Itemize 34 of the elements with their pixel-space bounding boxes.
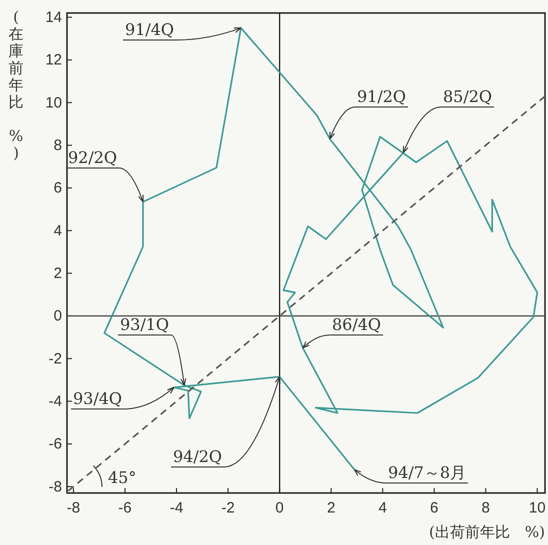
x-axis-title: (出荷前年比 %) (429, 523, 545, 541)
annotation: 92/2Q (68, 148, 118, 167)
annotation: 94/7～8月 (388, 463, 466, 482)
annotation: 85/2Q (443, 87, 492, 106)
y-tick-label: 0 (54, 308, 62, 325)
y-tick-label: 10 (45, 94, 62, 112)
annotation: 45° (108, 468, 136, 487)
annotation: 86/4Q (332, 315, 382, 334)
x-tick-label: 10 (528, 500, 546, 517)
y-tick-label: -8 (48, 478, 62, 496)
x-tick-label: -4 (170, 500, 184, 517)
annotation: 94/2Q (173, 447, 222, 466)
y-tick-label: -4 (48, 393, 62, 410)
y-axis-title: (在庫前年比 %) (8, 8, 24, 162)
x-tick-label: -2 (221, 500, 235, 517)
x-tick-label: 8 (482, 500, 490, 517)
x-tick-label: 2 (326, 500, 336, 517)
x-tick-label: 0 (275, 500, 284, 517)
y-tick-label: 14 (45, 9, 62, 26)
y-tick-label: 8 (54, 137, 62, 154)
y-tick-label: 12 (45, 52, 62, 69)
annotation: 93/4Q (73, 389, 122, 408)
annotation: 91/4Q (125, 20, 174, 39)
y-tick-label: -6 (48, 436, 62, 453)
annotation: 93/1Q (120, 315, 170, 334)
annotation: 91/2Q (357, 87, 406, 106)
y-tick-label: 2 (54, 265, 62, 282)
x-tick-label: -8 (66, 500, 80, 517)
y-tick-label: -2 (48, 350, 62, 368)
x-tick-label: 6 (430, 500, 438, 517)
x-tick-label: 4 (378, 500, 387, 517)
x-tick-label: -6 (118, 500, 132, 517)
y-tick-label: 6 (54, 180, 62, 197)
y-tick-label: 4 (54, 222, 62, 240)
